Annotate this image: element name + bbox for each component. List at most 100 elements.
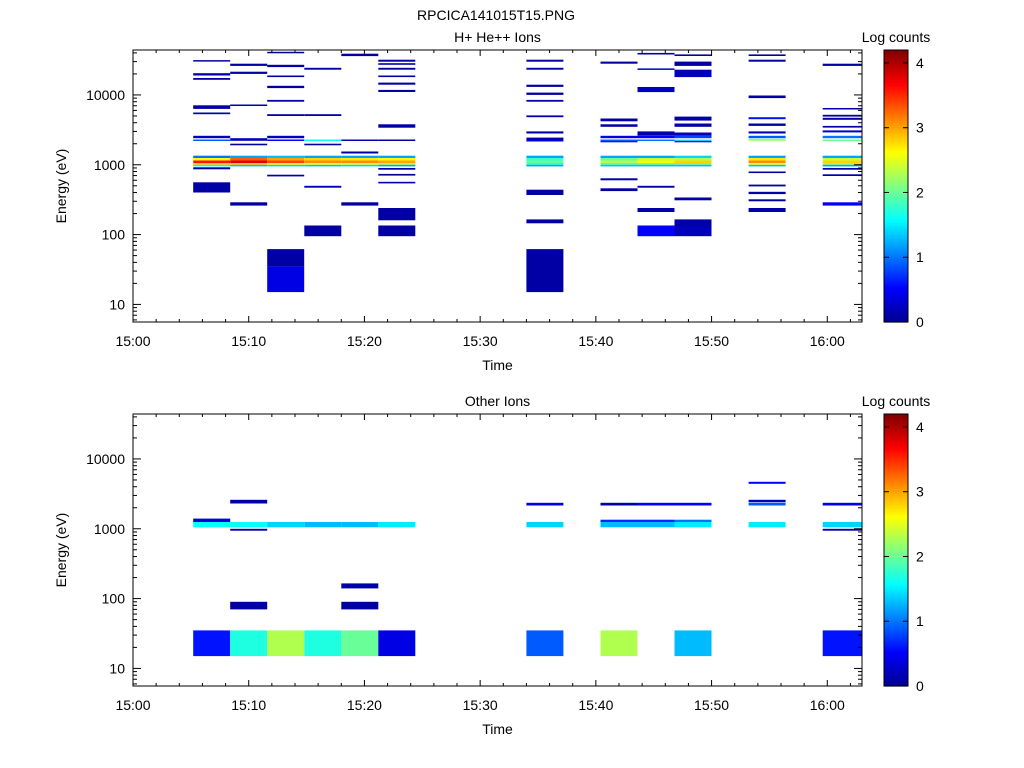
heatmap-cell: [341, 164, 379, 167]
colorbar-segment: [884, 86, 908, 90]
colorbar-segment: [884, 620, 908, 624]
colorbar-segment: [884, 493, 908, 497]
colorbar-tick-label: 0: [916, 314, 924, 330]
heatmap-cell: [526, 160, 564, 163]
colorbar-segment: [884, 472, 908, 476]
heatmap-cell: [674, 123, 712, 127]
panel-other-ions: Other Ions 15:00 15:10 15:20 15:30 15:40 15:50…: [53, 393, 930, 737]
heatmap-cell: [267, 51, 305, 54]
chart-title: Other Ions: [465, 393, 530, 409]
heatmap-cell: [304, 160, 342, 163]
x-tick-label: 16:00: [810, 333, 845, 349]
colorbar-segment: [884, 235, 908, 239]
colorbar-segment: [884, 254, 908, 257]
heatmap-cell: [637, 164, 675, 167]
colorbar-segment: [884, 676, 908, 680]
colorbar-segment: [884, 608, 908, 612]
colorbar-segment: [884, 310, 908, 314]
colorbar-segment: [884, 113, 908, 117]
heatmap-cell: [748, 199, 786, 202]
heatmap-cell: [748, 160, 786, 163]
heatmap-cell: [526, 163, 564, 165]
colorbar-segment: [884, 208, 908, 212]
colorbar-segment: [884, 229, 908, 232]
heatmap-cell: [526, 84, 564, 87]
heatmap-cell: [674, 197, 712, 201]
colorbar-segment: [884, 425, 908, 429]
heatmap-cell: [748, 184, 786, 187]
colorbar-segment: [884, 231, 908, 235]
heatmap-cell: [748, 131, 786, 134]
heatmap-cell: [304, 114, 342, 116]
colorbar-segment: [884, 654, 908, 658]
colorbar-segment: [884, 622, 908, 626]
y-axis-label: Energy (eV): [53, 149, 69, 224]
heatmap-cell: [378, 160, 416, 163]
colorbar-segment: [884, 459, 908, 463]
colorbar-segment: [884, 281, 908, 285]
colorbar-segment: [884, 484, 908, 488]
heatmap-cell: [526, 59, 564, 62]
heatmap-cell: [341, 139, 379, 141]
heatmap-cell: [378, 89, 416, 92]
heatmap-cell: [748, 499, 786, 503]
heatmap-cell: [230, 104, 268, 106]
colorbar-segment: [884, 122, 908, 126]
heatmap-cell: [637, 519, 675, 522]
colorbar-segment: [884, 527, 908, 531]
colorbar-segment: [884, 475, 908, 479]
colorbar-segment: [884, 129, 908, 133]
colorbar-segment: [884, 452, 908, 456]
heatmap-cell: [674, 139, 712, 141]
colorbar-segment: [884, 652, 908, 655]
heatmap-cell: [230, 630, 268, 657]
colorbar-segment: [884, 466, 908, 469]
colorbar-segment: [884, 649, 908, 653]
colorbar-segment: [884, 645, 908, 649]
colorbar-segment: [884, 627, 908, 630]
colorbar-segment: [884, 276, 908, 280]
colorbar-segment: [884, 590, 908, 594]
heatmap-cell: [267, 163, 305, 165]
colorbar-segment: [884, 88, 908, 92]
heatmap-cell: [637, 158, 675, 161]
heatmap-cell: [637, 131, 675, 136]
colorbar-segment: [884, 463, 908, 467]
heatmap-cell: [193, 518, 231, 522]
heatmap-cell: [600, 522, 638, 528]
colorbar-segment: [884, 244, 908, 248]
heatmap-cell: [600, 502, 638, 506]
colorbar-segment: [884, 238, 908, 241]
heatmap-cell: [637, 208, 675, 212]
heatmap-cell: [822, 502, 862, 506]
colorbar-segment: [884, 577, 908, 581]
heatmap-cell: [674, 160, 712, 163]
heatmap-cell: [267, 522, 305, 528]
heatmap-cell: [674, 219, 712, 226]
heatmap-cell: [822, 202, 862, 206]
colorbar-segment: [884, 283, 908, 287]
heatmap-cell: [341, 522, 379, 528]
heatmap-cell: [230, 522, 268, 528]
heatmap-cell: [637, 139, 675, 141]
heatmap-cell: [193, 105, 231, 109]
heatmap-cell: [748, 163, 786, 165]
heatmap-cell: [748, 502, 786, 506]
colorbar-segment: [884, 470, 908, 474]
x-tick-label: 15:30: [463, 697, 498, 713]
colorbar-segment: [884, 574, 908, 578]
x-tick-label: 15:00: [115, 333, 150, 349]
heatmap-cell: [748, 95, 786, 99]
heatmap-cell: [378, 208, 416, 221]
heatmap-cell: [378, 155, 416, 158]
y-tick-label: 10: [109, 660, 125, 676]
colorbar-segment: [884, 290, 908, 294]
heatmap-cell: [193, 160, 231, 163]
heatmap-cell: [526, 137, 564, 140]
colorbar-segment: [884, 584, 908, 587]
heatmap-cell: [748, 171, 786, 174]
colorbar-segment: [884, 438, 908, 442]
heatmap-cell: [637, 52, 675, 55]
x-tick-label: 15:50: [694, 333, 729, 349]
colorbar-segment: [884, 256, 908, 260]
